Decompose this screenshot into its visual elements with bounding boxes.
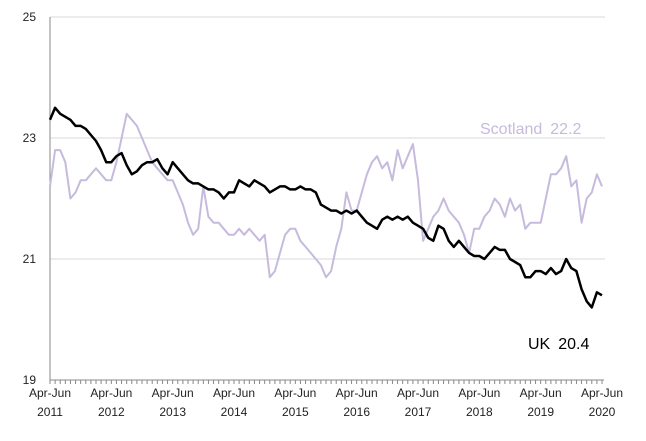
y-tick-label: 25 (23, 10, 37, 24)
last-value: 22.2 (550, 121, 581, 138)
series-name: Scotland (480, 121, 542, 138)
x-tick-label: Apr-Jun 2017 (397, 386, 439, 419)
x-tick-label: Apr-Jun 2016 (336, 386, 378, 419)
x-tick-label: Apr-Jun 2018 (458, 386, 500, 419)
series-name: UK (528, 336, 551, 353)
end-label: UK 20.4 (528, 336, 589, 353)
y-tick-label: 23 (23, 131, 37, 145)
y-tick-label: 19 (23, 373, 37, 387)
x-tick-label: Apr-Jun 2012 (90, 386, 132, 419)
x-tick-label: Apr-Jun 2020 (581, 386, 623, 419)
end-label: Scotland 22.2 (480, 121, 582, 138)
series-line (49, 112, 603, 279)
x-tick-label: Apr-Jun 2014 (213, 386, 255, 419)
x-tick-label: Apr-Jun 2011 (29, 386, 71, 419)
last-value: 20.4 (558, 336, 589, 353)
series-line (48, 106, 603, 309)
x-tick-label: Apr-Jun 2015 (274, 386, 316, 419)
y-tick-label: 21 (23, 252, 37, 266)
x-tick-label: Apr-Jun 2013 (152, 386, 194, 419)
x-tick-label: Apr-Jun 2019 (520, 386, 562, 419)
